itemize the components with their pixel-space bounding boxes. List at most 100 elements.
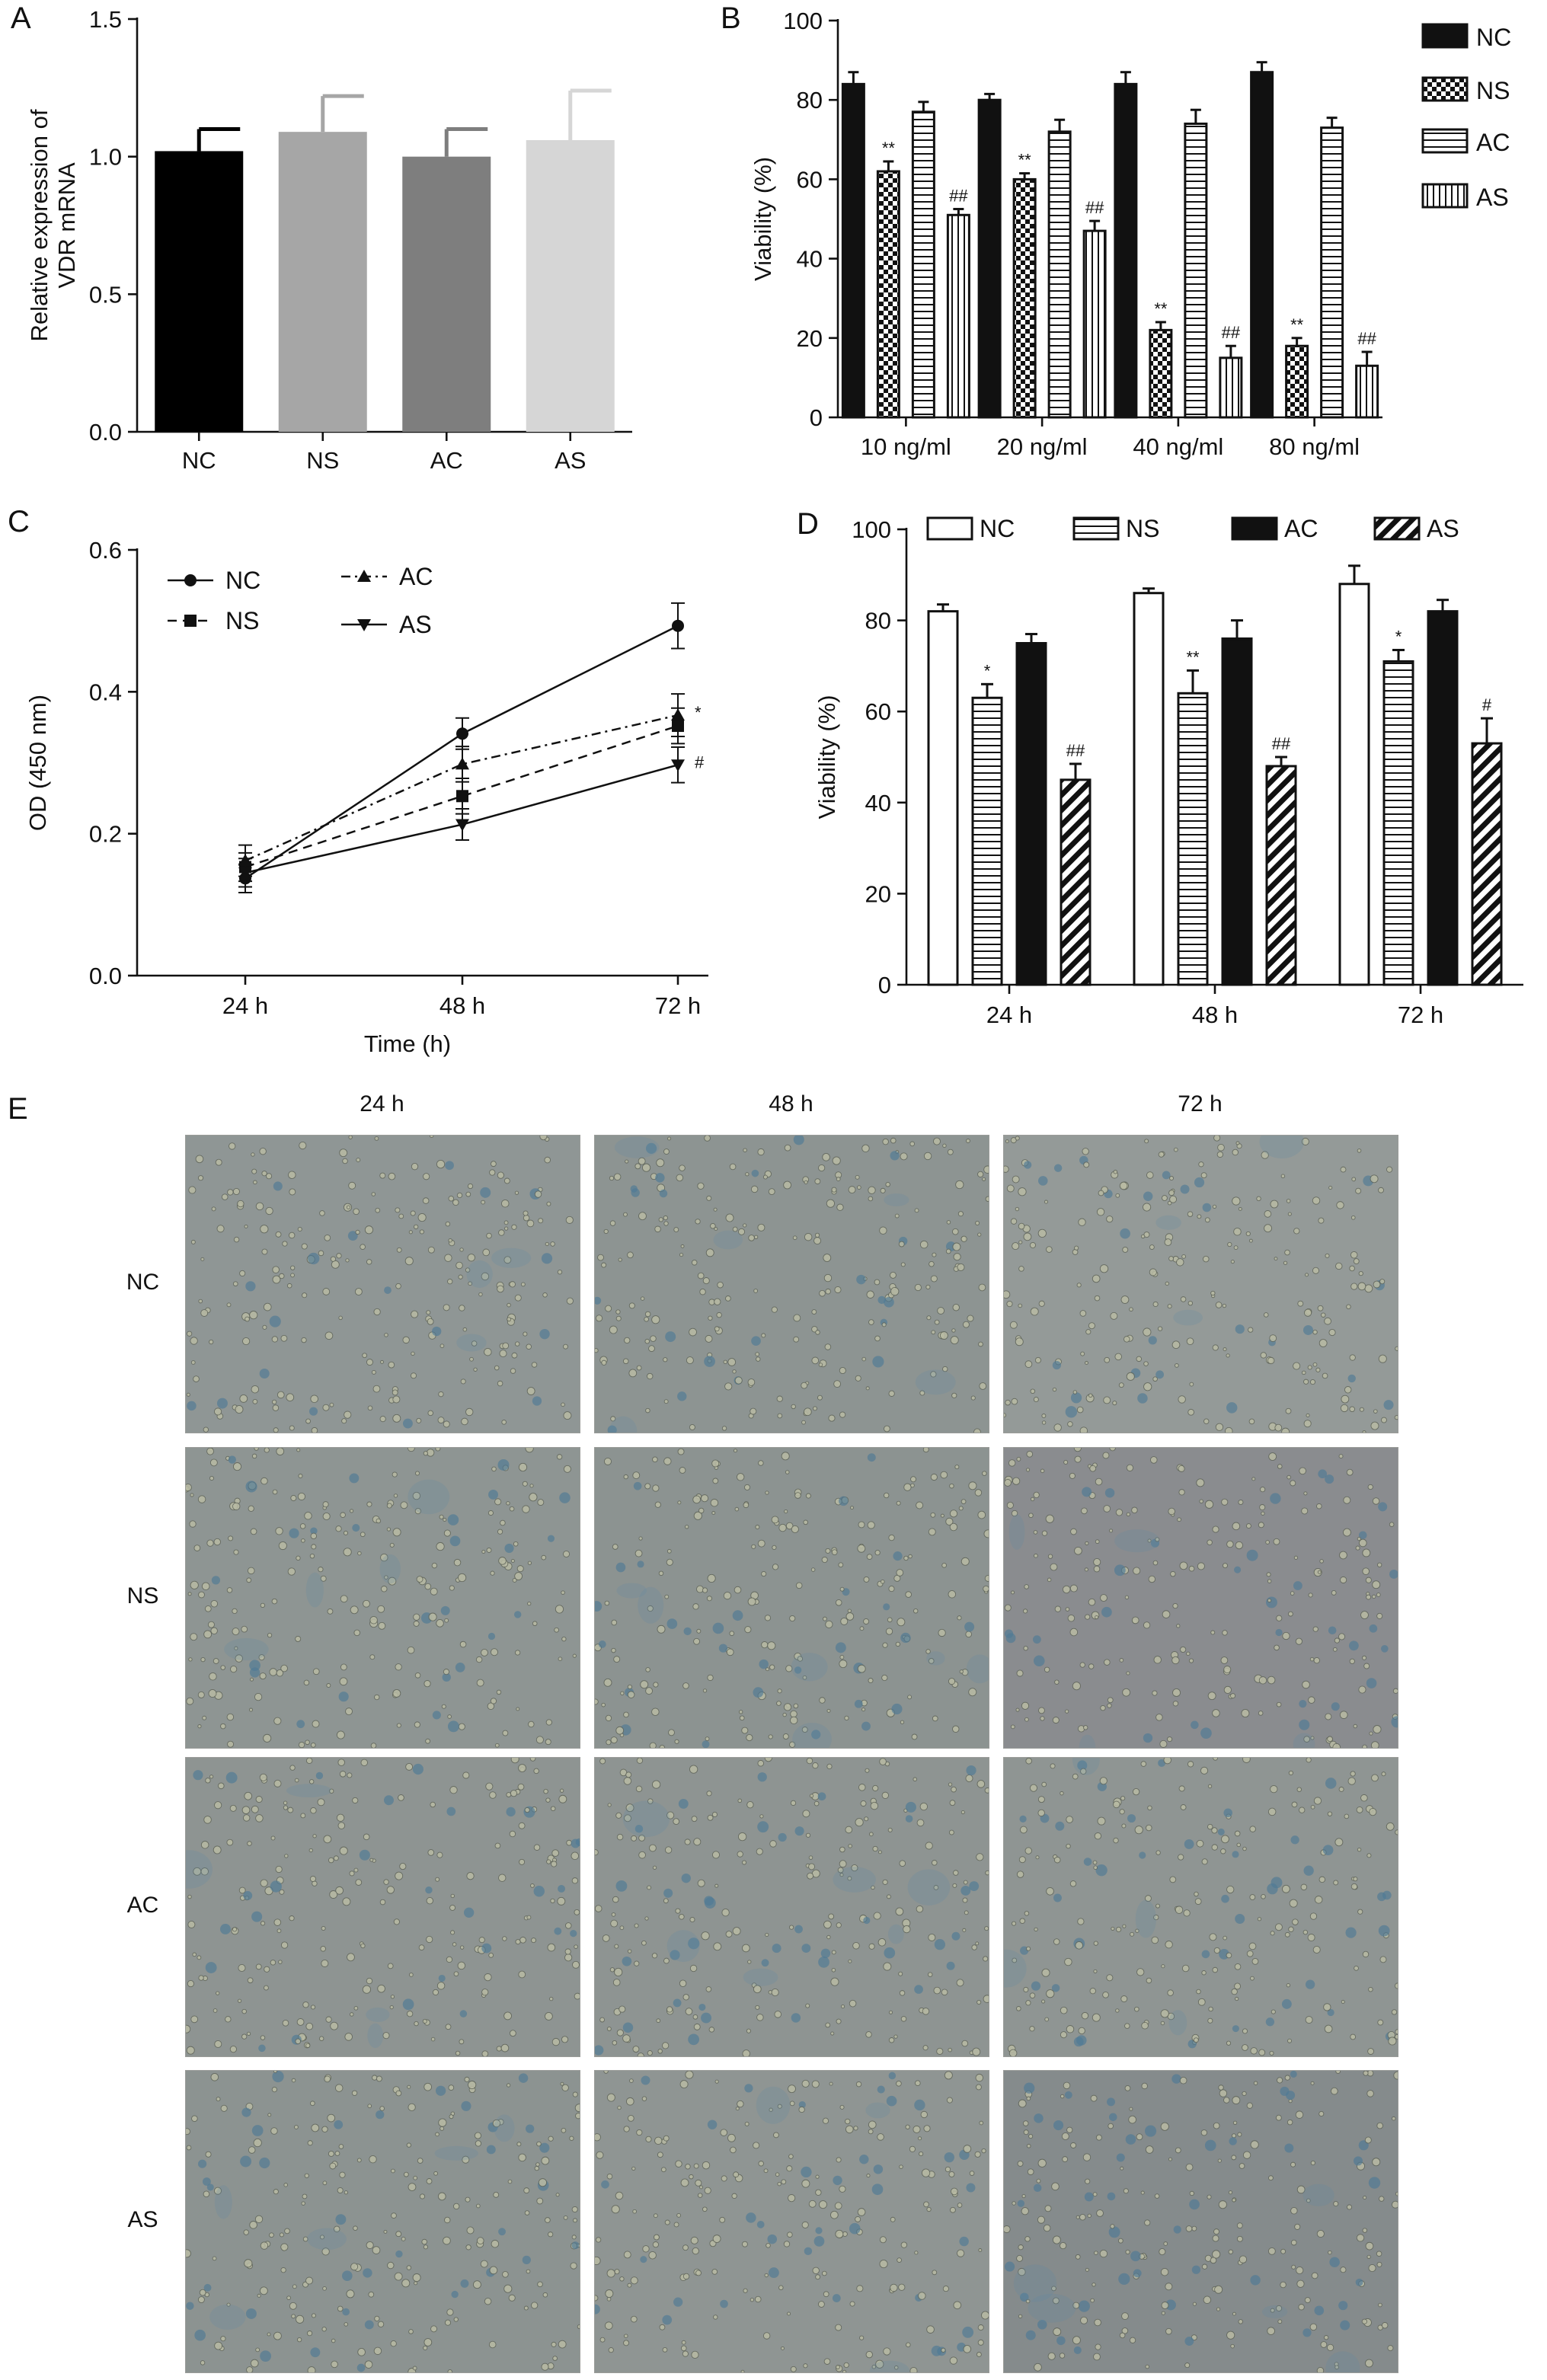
cell [424,1680,431,1688]
stained-cell [1377,1892,1386,1902]
stained-cell [607,1425,617,1433]
cell [347,1772,353,1778]
cell [362,1985,372,1994]
cell [697,1879,705,1887]
significance-mark: ## [1357,329,1376,348]
cell [1395,2029,1398,2035]
cell [1290,2161,1296,2168]
cell [210,1599,219,1608]
cell [695,2270,702,2276]
cell [1362,1430,1366,1433]
stained-cell [1077,1760,1088,1771]
cell [1024,1584,1029,1589]
cell [911,1733,918,1740]
cell [186,1331,193,1337]
stained-cell [1108,2113,1117,2122]
stained-cell [934,1939,946,1950]
significance-mark: ## [949,186,968,205]
legend-label-ns: NS [225,607,259,634]
cell [1009,1321,1018,1329]
cell [723,1359,727,1364]
stained-cell [1368,2177,1381,2189]
cell [872,1784,879,1792]
cell [340,1595,348,1603]
cell [905,1591,912,1598]
cell [1339,1551,1347,1560]
cell [1149,1244,1155,1250]
cell [1093,1941,1098,1946]
cell [983,1585,989,1593]
cell [849,2301,855,2307]
cell [909,1141,916,1147]
cell [948,1829,954,1835]
cell [341,1418,347,1424]
cell [241,2033,248,2040]
micrograph-image [186,2071,580,2372]
cell [432,1989,439,1996]
cell [296,1448,301,1452]
stained-cell [243,1890,253,1900]
cell [330,2021,339,2030]
cell [719,2216,726,2223]
cell [386,1527,392,1532]
cell [379,1899,386,1906]
cell [1081,2011,1089,2020]
cell [462,2155,470,2164]
cell [768,1734,773,1739]
cell [1064,1957,1072,1966]
cell [790,2366,797,2372]
cell [1022,2120,1029,2126]
cell [523,1214,530,1222]
cell [702,1277,710,1285]
cell [480,2260,488,2268]
cell [348,1181,356,1190]
cell [247,1567,255,1575]
cell [1018,2314,1023,2319]
cell [279,1273,285,1279]
cell [486,1232,492,1239]
cell [1165,1281,1169,1286]
cell [629,2078,634,2083]
cell [1372,2158,1381,2167]
cell [1310,2160,1315,2166]
cell [1026,2143,1031,2148]
cell [1230,2343,1235,2349]
cell [615,1315,622,1321]
cell [1215,1302,1223,1308]
stained-cell [1347,1374,1356,1383]
stained-cell [1189,2199,1200,2210]
cell [609,1175,615,1181]
cell [1201,1858,1208,1865]
stained-cell [835,1642,846,1653]
cell [307,2140,313,2146]
cell [1379,1956,1387,1963]
cell [523,1331,528,1337]
cell [1183,1909,1191,1917]
cell [1168,1190,1175,1196]
cell [1079,2213,1086,2221]
cell [914,2251,919,2255]
cell [1238,1499,1244,1505]
cell [1038,1300,1045,1307]
cell [903,1483,912,1491]
cell [984,1574,989,1582]
cell [551,1861,558,1867]
cell [481,1989,489,1996]
cell [518,1764,526,1772]
cell [801,2079,810,2088]
stained-cell [1299,1719,1310,1730]
cell [186,1484,192,1492]
stained-cell [1314,2305,1325,2316]
cell [644,1316,650,1322]
cell [690,2236,698,2244]
cell [295,1635,302,1642]
micrograph-row-label-as: AS [127,2207,158,2232]
cell [735,2107,740,2111]
cell [619,2276,625,2282]
stain-patch [1173,1309,1203,1326]
cell [873,1912,881,1920]
cell [888,1534,895,1541]
cell [1366,2254,1371,2260]
cell [883,1962,892,1971]
stain-patch [666,1930,700,1963]
